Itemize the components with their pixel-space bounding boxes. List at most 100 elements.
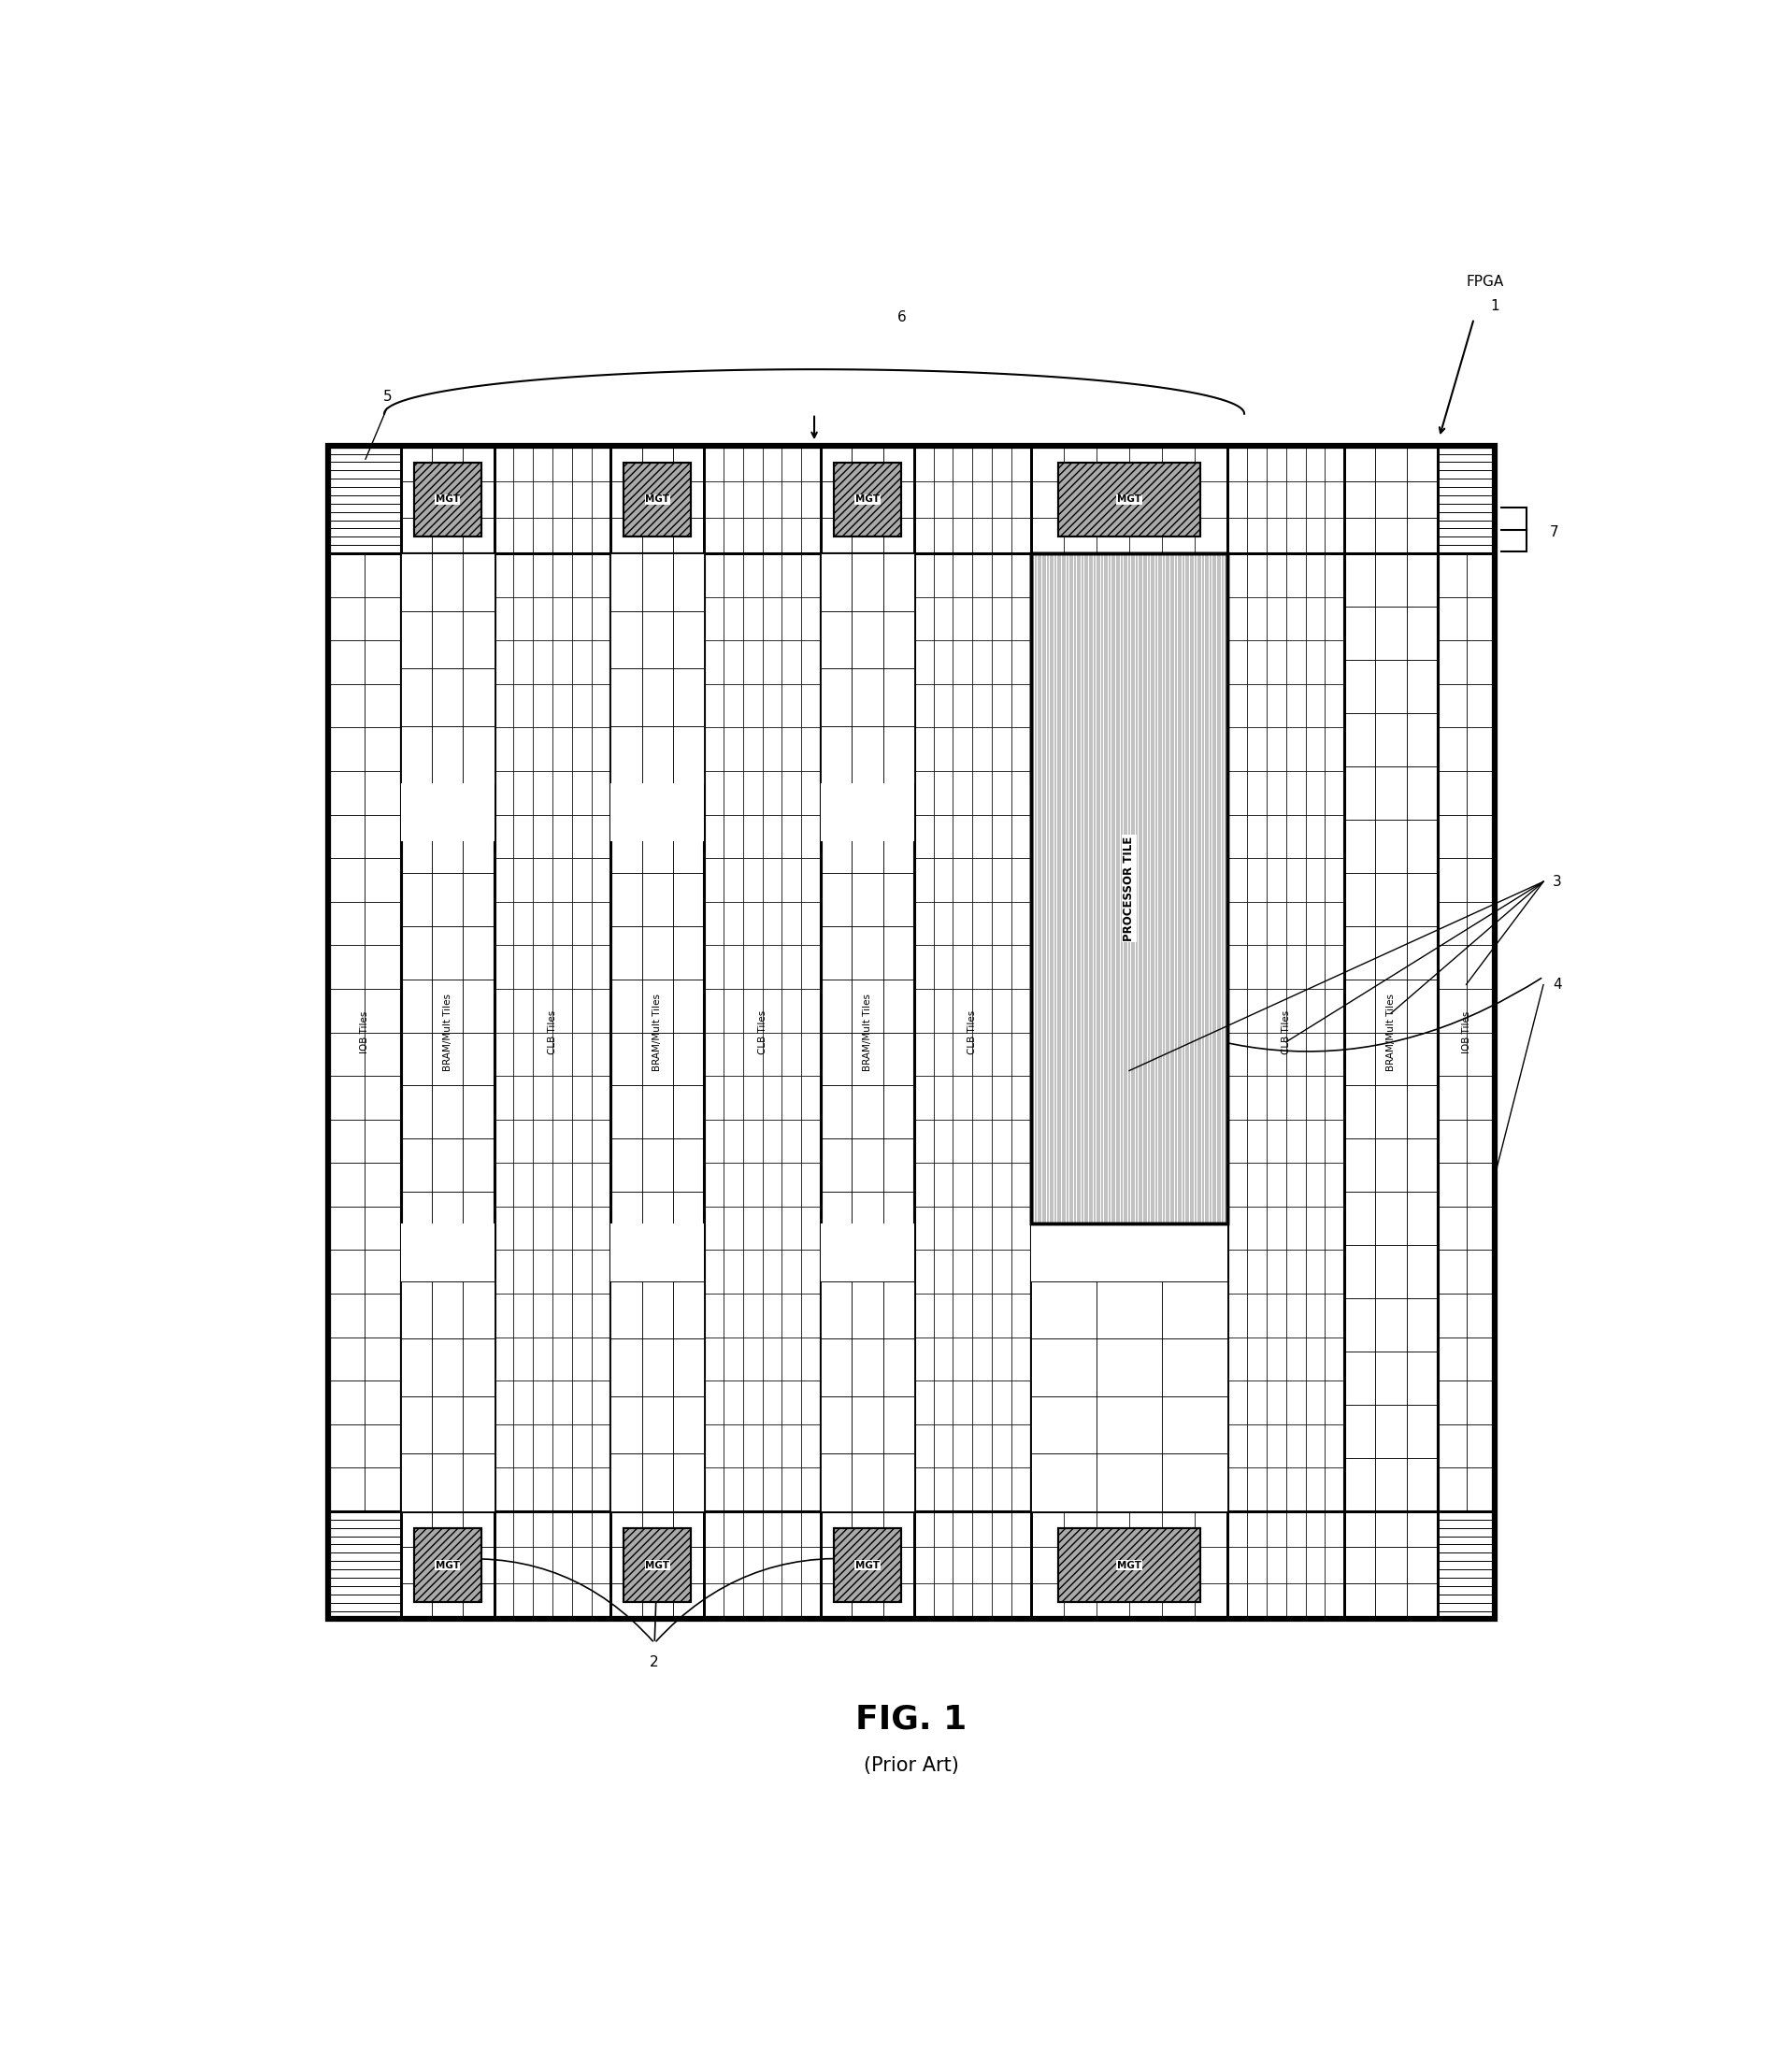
Bar (1063, 1294, 1097, 1337)
Bar (495, 946, 514, 989)
Bar (744, 597, 762, 641)
Bar (572, 1512, 591, 1547)
Bar (821, 713, 851, 766)
Bar (1030, 727, 1063, 770)
Bar (414, 464, 480, 536)
Bar (572, 1164, 591, 1207)
Bar (462, 659, 495, 713)
Bar (1267, 1294, 1287, 1337)
Bar (1030, 554, 1228, 783)
Bar (883, 725, 914, 783)
Bar (462, 608, 495, 659)
Bar (851, 978, 883, 1032)
Bar (1030, 641, 1063, 684)
Bar (973, 482, 991, 517)
Bar (1267, 1423, 1287, 1467)
Bar (552, 597, 572, 641)
Bar (611, 554, 704, 783)
Bar (762, 1032, 781, 1075)
Bar (401, 554, 495, 783)
Bar (552, 1467, 572, 1512)
Bar (328, 1512, 401, 1619)
Bar (1195, 1467, 1228, 1512)
Bar (364, 1380, 401, 1423)
Bar (572, 1294, 591, 1337)
Bar (781, 1380, 801, 1423)
Bar (1228, 641, 1247, 684)
Bar (1097, 1512, 1129, 1547)
Bar (914, 946, 934, 989)
Bar (883, 1339, 914, 1397)
Bar (1195, 597, 1228, 641)
Bar (1011, 684, 1030, 727)
Bar (781, 641, 801, 684)
Bar (1344, 1351, 1376, 1405)
Bar (801, 597, 821, 641)
Bar (934, 517, 953, 554)
Bar (1011, 946, 1030, 989)
Bar (401, 1032, 432, 1086)
Bar (401, 1281, 495, 1512)
Bar (973, 859, 991, 902)
Bar (1161, 482, 1195, 517)
Bar (552, 1250, 572, 1294)
Bar (572, 445, 591, 482)
Bar (1228, 1032, 1247, 1075)
Bar (1011, 989, 1030, 1032)
Bar (611, 1086, 642, 1139)
Bar (1324, 482, 1344, 517)
Bar (432, 667, 462, 725)
Bar (611, 554, 642, 608)
Bar (401, 1224, 495, 1281)
Bar (883, 1139, 914, 1193)
Bar (1228, 482, 1247, 517)
Bar (642, 1547, 674, 1584)
Bar (953, 554, 973, 597)
Bar (1247, 1207, 1267, 1250)
Bar (552, 482, 572, 517)
Bar (1287, 1423, 1306, 1467)
Bar (674, 554, 704, 608)
Bar (1437, 445, 1495, 554)
Bar (328, 902, 364, 946)
Bar (572, 1584, 591, 1619)
Bar (744, 1119, 762, 1164)
Bar (611, 725, 642, 783)
Text: MGT: MGT (855, 494, 880, 505)
Bar (1306, 1164, 1324, 1207)
Bar (1097, 517, 1129, 554)
Bar (532, 597, 552, 641)
Bar (973, 902, 991, 946)
Bar (973, 1337, 991, 1380)
Bar (1287, 989, 1306, 1032)
Bar (724, 445, 744, 482)
Bar (1247, 989, 1267, 1032)
Bar (462, 1512, 495, 1547)
Bar (851, 1139, 883, 1193)
Bar (401, 1512, 432, 1547)
Bar (953, 1380, 973, 1423)
Bar (532, 517, 552, 554)
Bar (1287, 770, 1306, 814)
Bar (744, 1164, 762, 1207)
Bar (1247, 1075, 1267, 1119)
Bar (1059, 1529, 1201, 1603)
Bar (674, 1086, 704, 1139)
Bar (851, 766, 883, 820)
Bar (401, 1454, 432, 1512)
Bar (495, 1512, 514, 1547)
Bar (1437, 1250, 1466, 1294)
Bar (821, 783, 914, 840)
Bar (744, 727, 762, 770)
Bar (704, 770, 724, 814)
Bar (973, 554, 991, 597)
Bar (1466, 684, 1495, 727)
Bar (532, 1337, 552, 1380)
Bar (532, 554, 552, 597)
Bar (724, 727, 744, 770)
Bar (1437, 1119, 1466, 1164)
Bar (495, 482, 514, 517)
Bar (991, 684, 1011, 727)
Bar (953, 517, 973, 554)
Bar (328, 770, 364, 814)
